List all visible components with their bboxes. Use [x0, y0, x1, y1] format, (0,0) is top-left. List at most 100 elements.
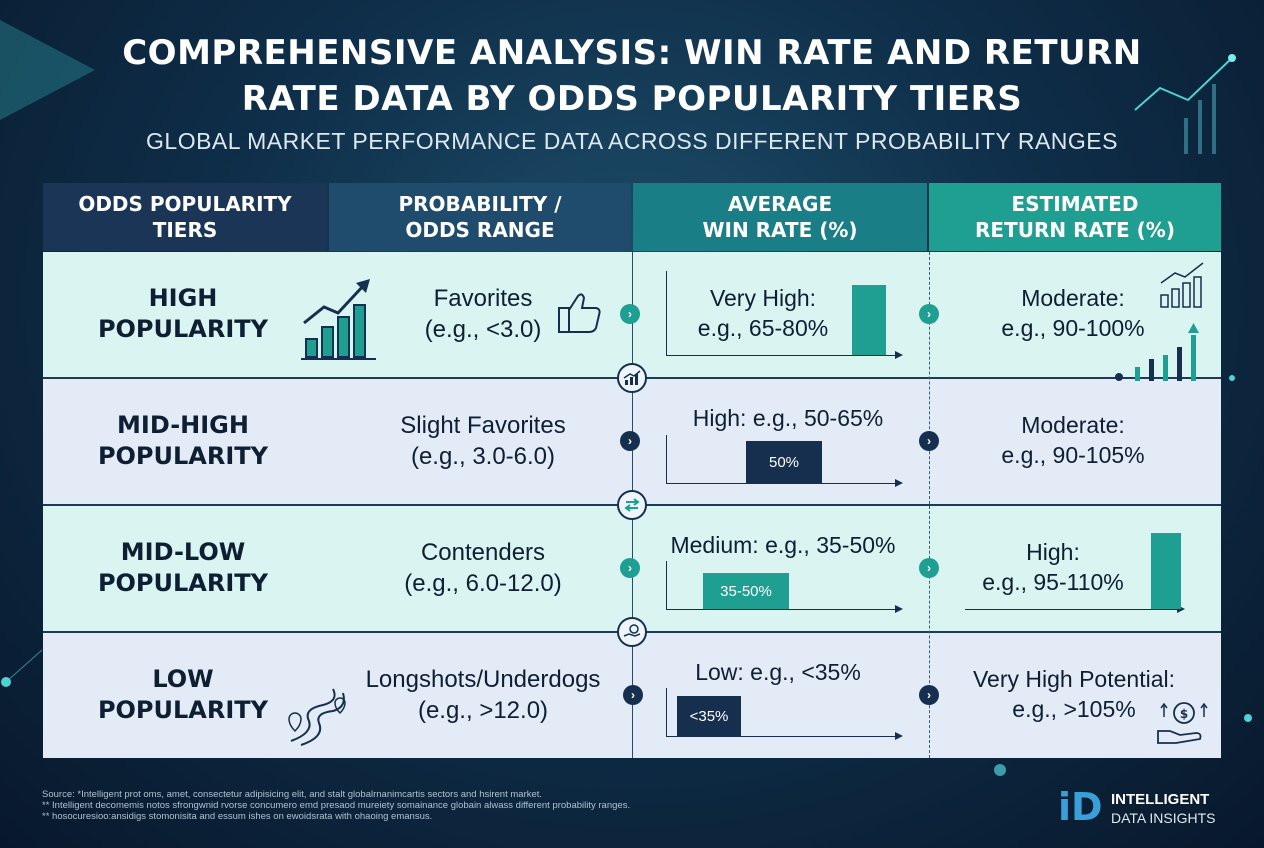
money-hand-icon — [617, 617, 647, 647]
win-rate-medium: Medium: e.g., 35-50% — [643, 530, 923, 560]
return-rate-bar — [1151, 533, 1181, 609]
win-rate-bar — [852, 285, 886, 355]
return-rate-moderate: Moderate: e.g., 90-105% — [933, 410, 1213, 470]
footer-notes: Source: *Intelligent prot oms, amet, con… — [42, 789, 630, 822]
header-return-rate: ESTIMATED RETURN RATE (%) — [929, 183, 1221, 251]
return-rate-line-2: e.g., >105% — [1012, 696, 1136, 722]
axis-arrow-icon — [1177, 605, 1185, 613]
page-subtitle: GLOBAL MARKET PERFORMANCE DATA ACROSS DI… — [146, 128, 1118, 154]
win-rate-bar: <35% — [677, 696, 741, 736]
win-rate-bar: 50% — [746, 441, 822, 483]
title-line-1: COMPREHENSIVE ANALYSIS: WIN RATE AND RET… — [122, 33, 1142, 73]
tier-label-line-2: POPULARITY — [97, 696, 269, 724]
win-rate-high: High: e.g., 50-65% — [663, 403, 913, 433]
return-rate-high: High: e.g., 95-110% — [923, 537, 1183, 597]
tier-label-line-2: POPULARITY — [97, 569, 269, 597]
return-rate-line-2: e.g., 95-110% — [982, 569, 1124, 595]
dot-bar-chart-icon — [1115, 323, 1199, 381]
column-divider-dashed — [929, 252, 930, 758]
header-win-rate-line-2: WIN RATE (%) — [702, 218, 858, 242]
tier-mid-high: MID-HIGH POPULARITY — [43, 410, 323, 472]
probability-line-1: Slight Favorites — [400, 412, 566, 439]
header-win-rate: AVERAGE WIN RATE (%) — [633, 183, 927, 251]
tier-high: HIGH POPULARITY — [43, 283, 323, 345]
swap-arrows-icon — [617, 490, 647, 520]
header-probability-line-1: PROBABILITY / — [398, 192, 562, 216]
header-tiers-line-2: TIERS — [152, 218, 218, 242]
logo: INTELLIGENT DATA INSIGHTS — [1111, 790, 1216, 828]
tier-low: LOW POPULARITY — [43, 664, 323, 726]
header-return-rate-line-2: RETURN RATE (%) — [975, 218, 1175, 242]
return-rate-axis — [965, 609, 1179, 610]
probability-line-2: (e.g., <3.0) — [424, 316, 542, 343]
tier-label-line-1: MID-HIGH — [117, 411, 249, 439]
return-rate-very-high: Very High Potential: e.g., >105% — [939, 664, 1209, 724]
svg-text:$: $ — [1180, 707, 1188, 721]
axis-arrow-icon — [895, 605, 903, 613]
growth-chart-icon — [1160, 262, 1204, 308]
probability-slight-favorites: Slight Favorites (e.g., 3.0-6.0) — [333, 410, 633, 472]
page-title: COMPREHENSIVE ANALYSIS: WIN RATE AND RET… — [0, 30, 1264, 122]
bar-chart-icon — [617, 363, 647, 393]
probability-contenders: Contenders (e.g., 6.0-12.0) — [333, 537, 633, 599]
chevron-right-icon: › — [620, 431, 640, 451]
win-rate-axis — [666, 561, 897, 610]
winding-road-icon — [288, 688, 346, 746]
win-rate-low: Low: e.g., <35% — [663, 657, 893, 687]
chevron-right-icon: › — [620, 304, 640, 324]
return-rate-line-1: Moderate: — [1021, 412, 1125, 438]
win-rate-axis — [666, 271, 897, 356]
rising-bar-chart-icon — [301, 279, 376, 360]
probability-line-1: Longshots/Underdogs — [365, 666, 601, 693]
probability-line-1: Favorites — [433, 285, 533, 312]
chevron-right-icon: › — [919, 431, 939, 451]
header-probability-line-2: ODDS RANGE — [405, 218, 555, 242]
return-rate-line-2: e.g., 90-100% — [1001, 315, 1145, 341]
win-rate-line-1: Low: e.g., <35% — [695, 659, 861, 685]
win-rate-line-1: Medium: e.g., 35-50% — [670, 532, 896, 558]
axis-arrow-icon — [895, 479, 903, 487]
logo-line-2: DATA INSIGHTS — [1111, 810, 1216, 826]
probability-line-2: (e.g., 3.0-6.0) — [410, 443, 556, 470]
probability-longshots: Longshots/Underdogs (e.g., >12.0) — [323, 664, 643, 726]
tier-label-line-1: HIGH — [148, 284, 218, 312]
data-table: ODDS POPULARITY TIERS PROBABILITY / ODDS R… — [43, 183, 1221, 758]
header-probability: PROBABILITY / ODDS RANGE — [329, 183, 631, 251]
win-rate-very-high: Very High: e.g., 65-80% — [668, 283, 858, 343]
logo-line-1: INTELLIGENT — [1111, 791, 1210, 808]
title-line-2: RATE DATA BY ODDS POPULARITY TIERS — [241, 79, 1023, 119]
return-rate-line-1: Moderate: — [1021, 285, 1125, 311]
footer-note: Source: *Intelligent prot oms, amet, con… — [42, 789, 543, 800]
logo-mark: iD — [1058, 785, 1103, 829]
chevron-right-icon: › — [620, 558, 640, 578]
tier-label-line-2: POPULARITY — [97, 442, 269, 470]
thumbs-up-icon — [558, 293, 601, 333]
return-rate-line-2: e.g., 90-105% — [1001, 442, 1145, 468]
header-tiers-line-1: ODDS POPULARITY — [78, 192, 292, 216]
tier-label-line-2: POPULARITY — [97, 315, 269, 343]
return-rate-line-1: Very High Potential: — [972, 666, 1175, 692]
money-growth-icon: $ — [1157, 702, 1208, 744]
win-rate-axis — [666, 435, 897, 484]
win-rate-axis — [666, 688, 897, 737]
win-rate-line-1: High: e.g., 50-65% — [692, 405, 884, 431]
footer-note: ** hosocuresioo:ansidigs stomonisita and… — [42, 811, 433, 822]
probability-line-2: (e.g., 6.0-12.0) — [404, 570, 562, 597]
win-rate-line-2: e.g., 65-80% — [697, 315, 829, 341]
axis-arrow-icon — [895, 732, 903, 740]
tier-mid-low: MID-LOW POPULARITY — [43, 537, 323, 599]
probability-line-2: (e.g., >12.0) — [417, 697, 549, 724]
chevron-right-icon: › — [919, 304, 939, 324]
footer-note: ** Intelligent decomemis notos sfrongwni… — [42, 800, 631, 811]
chevron-right-icon: › — [919, 558, 939, 578]
header-return-rate-line-1: ESTIMATED — [1011, 192, 1139, 216]
probability-favorites: Favorites (e.g., <3.0) — [333, 283, 633, 345]
tier-label-line-1: MID-LOW — [120, 538, 246, 566]
return-rate-line-1: High: — [1026, 539, 1080, 565]
header-tiers: ODDS POPULARITY TIERS — [43, 183, 327, 251]
header-win-rate-line-1: AVERAGE — [727, 192, 833, 216]
win-rate-bar: 35-50% — [703, 573, 789, 609]
tier-label-line-1: LOW — [152, 665, 214, 693]
